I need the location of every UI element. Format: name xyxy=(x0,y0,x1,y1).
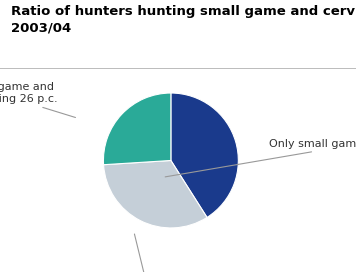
Wedge shape xyxy=(104,160,207,228)
Wedge shape xyxy=(104,93,171,165)
Text: Only small game hunting 41 p.c.: Only small game hunting 41 p.c. xyxy=(165,139,356,177)
Text: Both small game and
cervid hunting 26 p.c.: Both small game and cervid hunting 26 p.… xyxy=(0,82,75,118)
Text: Only cervides hunting 33 p.c.: Only cervides hunting 33 p.c. xyxy=(68,234,233,272)
Text: Ratio of hunters hunting small game and cervides.
2003/04: Ratio of hunters hunting small game and … xyxy=(11,5,356,35)
Wedge shape xyxy=(171,93,238,217)
